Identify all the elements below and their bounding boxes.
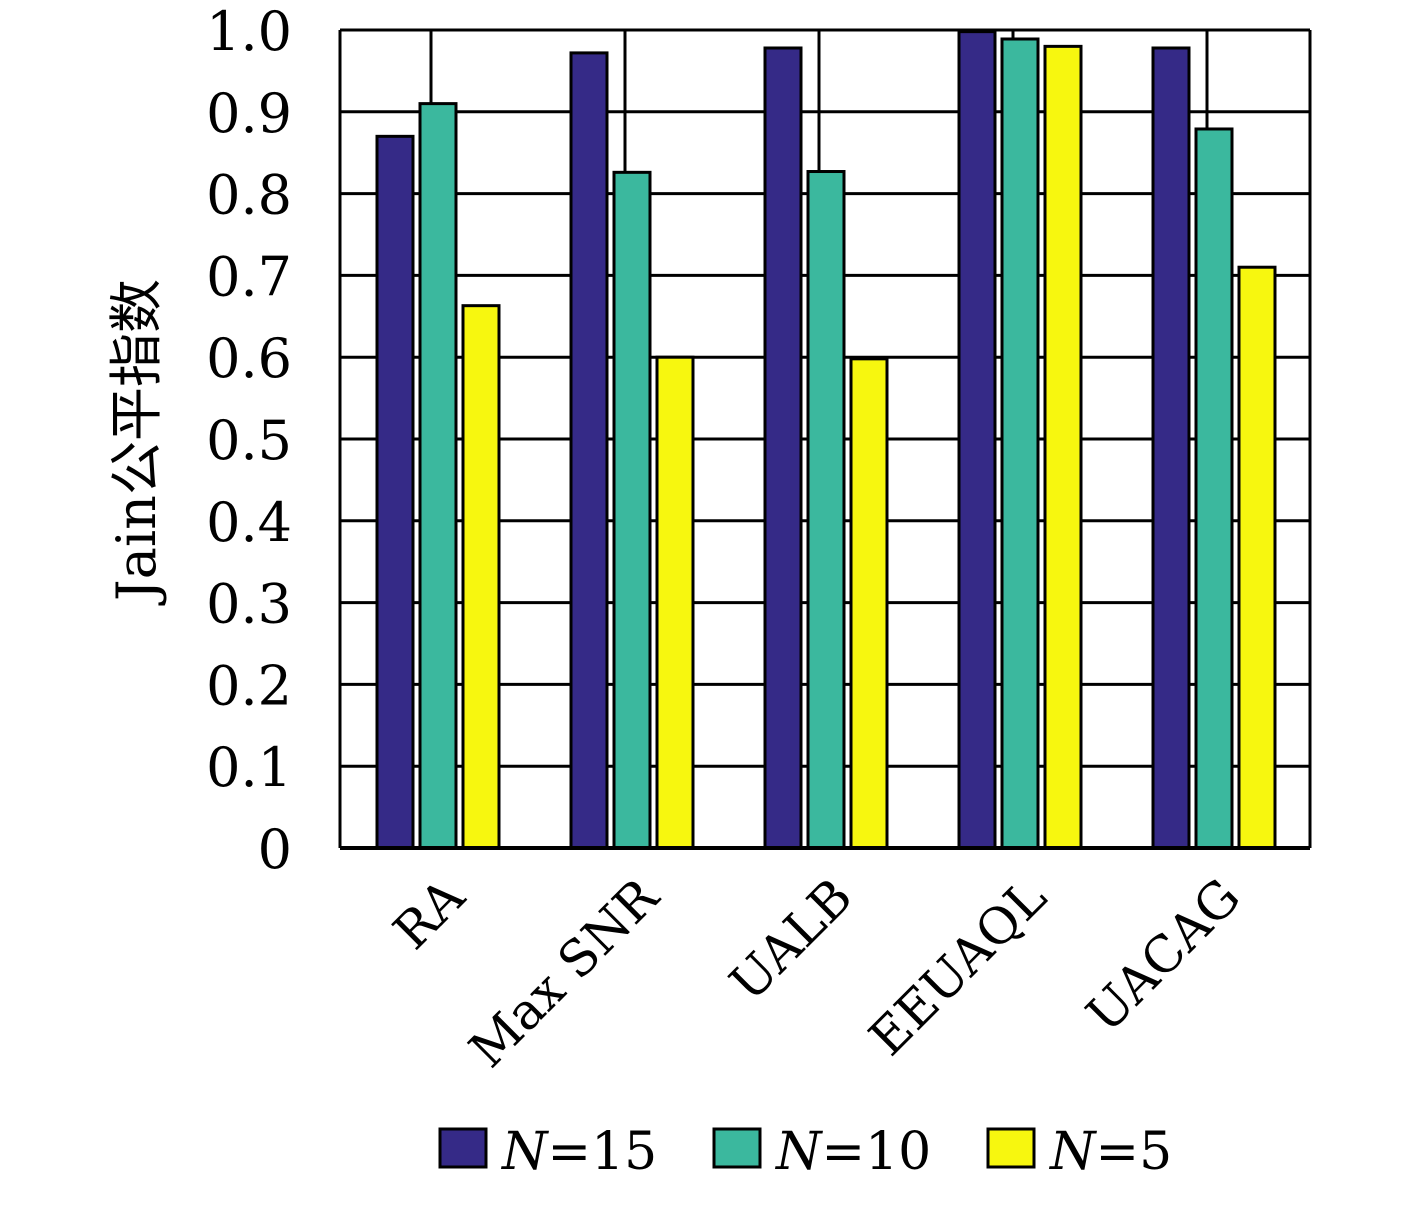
bar-n-10-max-snr bbox=[612, 170, 652, 850]
bar-n-5-max-snr bbox=[655, 355, 695, 850]
x-category-label: EEUAQL bbox=[858, 867, 1057, 1066]
legend-swatch bbox=[986, 1127, 1036, 1169]
bar-n-10-ra bbox=[418, 102, 458, 850]
x-category-label: UALB bbox=[719, 867, 864, 1012]
bar-n-15-ra bbox=[375, 134, 415, 850]
y-tick-label: 0.2 bbox=[206, 654, 292, 717]
y-tick-label: 0.4 bbox=[206, 491, 292, 554]
legend-label: N=15 bbox=[500, 1122, 657, 1182]
bar-n-5-ra bbox=[461, 304, 501, 850]
legend-label: N=5 bbox=[1048, 1122, 1172, 1182]
y-axis-title: Jain公平指数 bbox=[105, 279, 168, 606]
y-tick-label: 0.6 bbox=[206, 327, 292, 390]
bar-n-10-uacag bbox=[1194, 127, 1234, 850]
legend-swatch bbox=[438, 1127, 488, 1169]
legend-swatch bbox=[712, 1127, 762, 1169]
y-tick-labels: 0 0.1 0.2 0.3 0.4 0.5 0.6 0.7 0.8 0.9 1.0 bbox=[206, 0, 292, 881]
x-category-label: UACAG bbox=[1075, 867, 1251, 1043]
x-category-label: RA bbox=[382, 867, 476, 961]
bar-n-10-eeuaql bbox=[1000, 37, 1040, 850]
bar-n-15-ualb bbox=[763, 46, 803, 850]
legend: N=15 N=10 N=5 bbox=[438, 1122, 1172, 1182]
y-tick-label: 0.3 bbox=[206, 573, 292, 636]
bar-n-5-eeuaql bbox=[1043, 44, 1083, 850]
y-tick-label: 1.0 bbox=[206, 0, 292, 63]
y-tick-label: 0.9 bbox=[206, 82, 292, 145]
bar-n-15-eeuaql bbox=[957, 30, 997, 850]
bar-n-5-uacag bbox=[1237, 265, 1277, 850]
x-category-label: Max SNR bbox=[458, 867, 670, 1079]
bar-n-15-max-snr bbox=[569, 51, 609, 850]
plot-frame bbox=[338, 28, 1312, 850]
bar-n-10-ualb bbox=[806, 170, 846, 850]
y-tick-label: 0.7 bbox=[206, 245, 292, 308]
legend-label: N=10 bbox=[774, 1122, 931, 1182]
y-tick-label: 0 bbox=[258, 818, 292, 881]
bar-n-15-uacag bbox=[1151, 46, 1191, 850]
y-tick-label: 0.8 bbox=[206, 164, 292, 227]
y-tick-label: 0.5 bbox=[206, 409, 292, 472]
y-tick-label: 0.1 bbox=[206, 736, 292, 799]
bar-n-5-ualb bbox=[849, 357, 889, 850]
